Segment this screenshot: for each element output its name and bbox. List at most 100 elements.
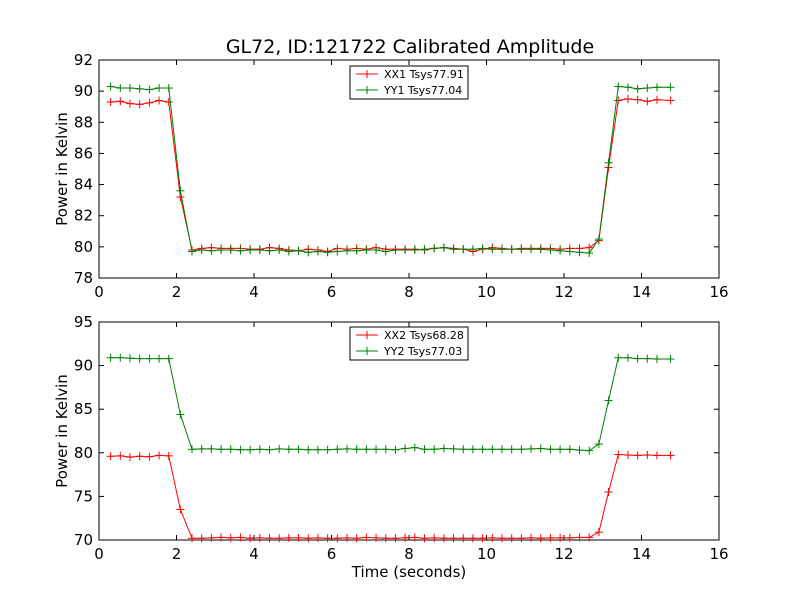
data-point	[265, 445, 274, 454]
x-tick-label: 0	[94, 545, 104, 563]
data-point	[643, 450, 652, 459]
data-point	[362, 245, 371, 254]
data-point	[420, 445, 429, 454]
data-point	[246, 245, 255, 254]
data-point	[265, 246, 274, 255]
y-tick-label: 80	[74, 444, 93, 462]
y-tick-label: 82	[74, 207, 93, 225]
data-point	[126, 99, 134, 108]
data-point	[420, 534, 429, 543]
data-point	[236, 533, 245, 542]
data-point	[604, 396, 613, 405]
data-point	[594, 528, 603, 537]
data-point	[145, 85, 154, 94]
data-point	[517, 445, 526, 454]
data-point	[536, 444, 545, 453]
data-point	[116, 451, 125, 460]
data-point	[197, 444, 206, 453]
data-point	[304, 534, 313, 543]
data-point	[527, 533, 536, 542]
data-point	[556, 445, 565, 454]
data-point	[585, 533, 594, 542]
data-point	[155, 354, 164, 363]
data-point	[401, 245, 410, 254]
data-point	[207, 246, 216, 255]
data-point	[323, 248, 332, 257]
data-point	[449, 245, 458, 254]
data-point	[164, 98, 173, 107]
data-point	[666, 96, 675, 105]
legend-item: XX1 Tsys77.91	[356, 68, 464, 81]
data-point	[488, 245, 497, 254]
data-point	[188, 247, 196, 256]
data-point	[633, 354, 642, 363]
data-point	[449, 444, 458, 453]
data-point	[507, 245, 516, 254]
data-point	[352, 534, 361, 543]
series-line	[110, 454, 671, 539]
data-point	[623, 353, 632, 362]
data-point	[294, 533, 303, 542]
data-point	[401, 444, 410, 453]
data-point	[176, 410, 185, 419]
legend-item: YY1 Tsys77.04	[356, 84, 462, 97]
data-point	[546, 445, 555, 454]
data-point	[255, 245, 264, 254]
data-point	[527, 245, 536, 254]
data-point	[653, 95, 661, 104]
data-point	[217, 533, 226, 542]
data-point	[333, 534, 342, 543]
data-point	[556, 246, 565, 255]
data-point	[197, 245, 206, 254]
data-point	[246, 534, 255, 543]
data-point	[666, 451, 675, 460]
data-point	[459, 245, 468, 254]
data-point	[333, 247, 342, 256]
y-tick-label: 80	[74, 238, 93, 256]
data-point	[478, 244, 487, 253]
data-point	[304, 248, 313, 257]
data-point	[633, 84, 642, 93]
data-point	[381, 534, 390, 543]
series-line	[110, 85, 671, 254]
data-point	[372, 533, 381, 542]
data-point	[164, 84, 173, 93]
data-point	[633, 451, 642, 460]
data-point	[207, 533, 216, 542]
data-point	[323, 534, 332, 543]
data-point	[565, 247, 574, 256]
data-point	[176, 505, 185, 514]
data-point	[556, 533, 565, 542]
y-tick-label: 75	[74, 487, 93, 505]
y-tick-label: 88	[74, 113, 93, 131]
x-tick-label: 8	[404, 545, 414, 563]
data-point	[226, 445, 235, 454]
data-point	[430, 533, 439, 542]
data-point	[116, 97, 125, 106]
x-tick-label: 6	[327, 545, 337, 563]
legend-box	[349, 326, 469, 361]
data-point	[226, 533, 235, 542]
data-point	[430, 445, 439, 454]
data-point	[517, 245, 526, 254]
data-point	[468, 245, 477, 254]
data-point	[145, 452, 154, 461]
data-point	[653, 83, 661, 92]
data-point	[106, 98, 115, 107]
data-point	[653, 451, 661, 460]
x-tick-label: 2	[172, 545, 182, 563]
x-tick-label: 16	[709, 283, 728, 301]
data-point	[391, 445, 400, 454]
data-point	[135, 100, 144, 109]
data-point	[352, 246, 361, 255]
x-tick-label: 4	[249, 283, 259, 301]
y-tick-label: 78	[74, 269, 93, 287]
data-point	[126, 354, 134, 363]
data-point	[313, 533, 322, 542]
data-point	[517, 534, 526, 543]
data-point	[106, 353, 115, 362]
data-point	[604, 158, 613, 167]
data-point	[459, 445, 468, 454]
data-point	[197, 534, 206, 543]
